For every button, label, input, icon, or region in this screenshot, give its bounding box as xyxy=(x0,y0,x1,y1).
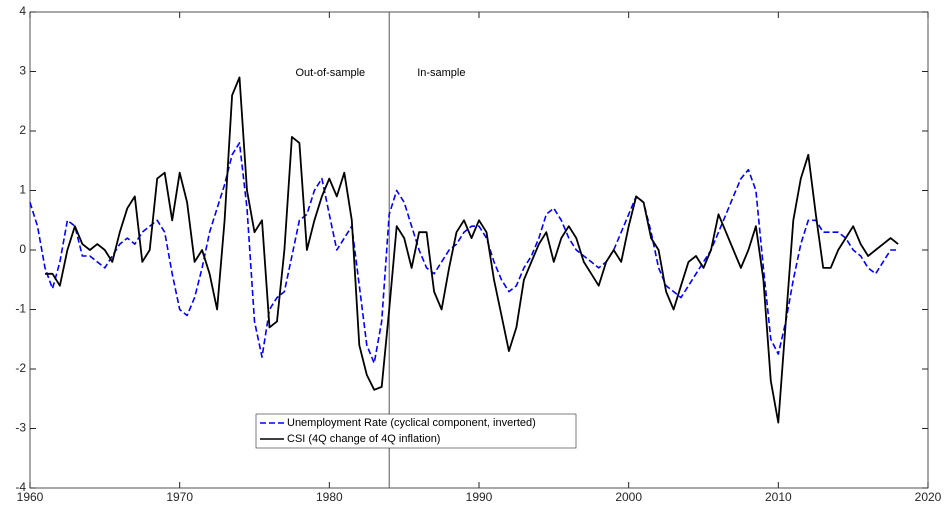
x-tick-label: 2020 xyxy=(915,490,942,504)
y-tick-label: -1 xyxy=(15,302,26,316)
x-tick-label: 1990 xyxy=(466,490,493,504)
y-tick-label: -4 xyxy=(15,480,26,494)
y-tick-label: 4 xyxy=(19,4,26,18)
y-tick-label: 2 xyxy=(19,123,26,137)
x-tick-label: 1970 xyxy=(166,490,193,504)
y-tick-label: -2 xyxy=(15,361,26,375)
legend-box xyxy=(255,413,577,449)
x-tick-label: 2000 xyxy=(615,490,642,504)
y-tick-label: -3 xyxy=(15,421,26,435)
legend-label: Unemployment Rate (cyclical component, i… xyxy=(287,417,536,429)
y-tick-label: 1 xyxy=(19,183,26,197)
legend-label: CSI (4Q change of 4Q inflation) xyxy=(287,433,440,445)
y-tick-label: 0 xyxy=(19,242,26,256)
series-line xyxy=(29,142,899,364)
x-tick-label: 2010 xyxy=(765,490,792,504)
annotation: Out-of-sample xyxy=(295,67,365,79)
y-tick-label: 3 xyxy=(19,64,26,78)
series-line xyxy=(45,76,899,424)
x-tick-label: 1960 xyxy=(17,490,44,504)
x-tick-label: 1980 xyxy=(316,490,343,504)
annotation: In-sample xyxy=(417,67,465,79)
